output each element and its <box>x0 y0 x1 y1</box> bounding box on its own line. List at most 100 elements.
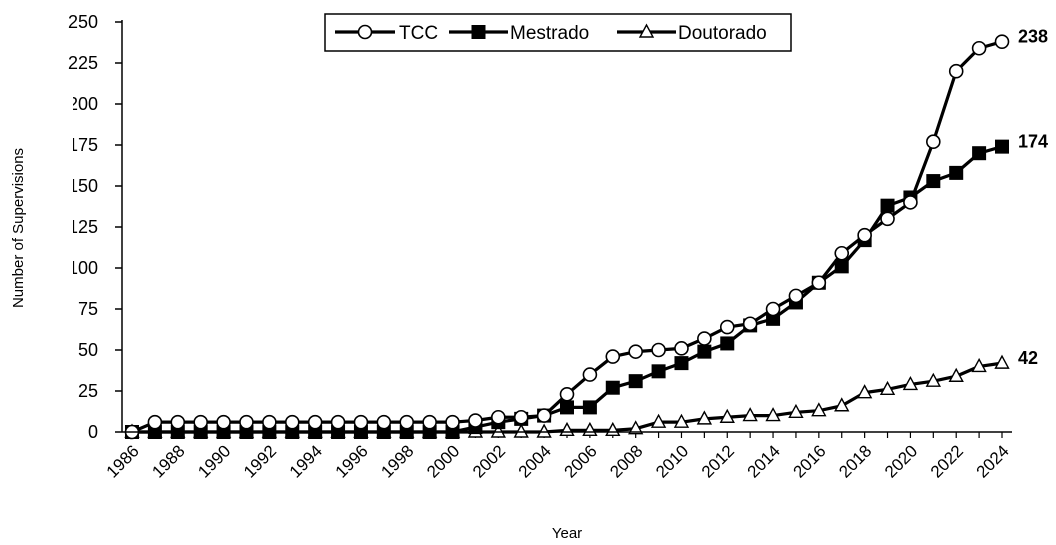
data-point-tcc <box>788 288 804 304</box>
data-point-tcc <box>513 409 529 425</box>
x-tick-label: 2016 <box>789 441 829 481</box>
tick-label-mask <box>52 335 73 365</box>
data-point-mestrado <box>560 400 574 415</box>
data-point-mestrado <box>972 146 987 161</box>
markers-layer <box>124 34 1010 440</box>
x-tick-label: 2014 <box>744 441 784 481</box>
series-points-tcc <box>124 34 1010 440</box>
data-point-tcc <box>811 275 827 291</box>
y-tick-label: 100 <box>68 258 98 278</box>
x-tick-label: 1998 <box>377 441 417 481</box>
y-tick-label: 250 <box>68 12 98 32</box>
data-point-doutorado <box>628 420 644 435</box>
y-tick-label: 225 <box>68 53 98 73</box>
legend-label-doutorado: Doutorado <box>678 23 767 44</box>
data-point-doutorado <box>971 357 987 373</box>
tick-label-mask <box>52 171 73 201</box>
data-point-tcc <box>216 414 231 430</box>
data-point-tcc <box>376 414 392 430</box>
legend-item-mestrado: Mestrado <box>449 23 589 44</box>
y-tick-label: 125 <box>68 217 98 237</box>
data-point-mestrado <box>834 259 849 274</box>
data-point-doutorado <box>650 413 667 428</box>
x-tick-label: 2012 <box>698 441 738 481</box>
x-tick-label: 2002 <box>469 441 509 481</box>
x-tick-label: 2022 <box>927 441 967 481</box>
data-point-tcc <box>491 409 506 425</box>
tick-label-mask <box>52 130 73 160</box>
legend-item-tcc: TCC <box>335 23 438 44</box>
data-point-doutorado <box>994 354 1010 369</box>
tick-label-mask <box>52 253 73 283</box>
data-point-doutorado <box>856 384 873 399</box>
data-point-tcc <box>834 245 850 261</box>
x-tick-label: 2010 <box>652 441 692 481</box>
data-point-mestrado <box>674 356 689 371</box>
data-point-tcc <box>353 414 369 430</box>
data-point-tcc <box>948 63 964 79</box>
x-axis-title: Year <box>552 525 582 542</box>
data-point-doutorado <box>696 410 713 425</box>
legend-marker-tcc <box>357 24 373 40</box>
data-point-tcc <box>536 408 552 423</box>
data-point-tcc <box>742 316 758 332</box>
legend-label-tcc: TCC <box>399 23 438 44</box>
end-label-doutorado: 42 <box>1018 348 1038 368</box>
end-label-mestrado: 174 <box>1018 132 1048 152</box>
data-point-tcc <box>399 414 415 430</box>
data-point-tcc <box>857 227 872 243</box>
data-point-doutorado <box>879 380 896 396</box>
data-point-mestrado <box>720 336 735 351</box>
data-point-doutorado <box>742 407 758 422</box>
x-tick-label: 1994 <box>286 441 326 481</box>
data-point-tcc <box>445 414 460 430</box>
data-point-tcc <box>605 349 621 364</box>
y-tick-label: 200 <box>68 94 98 114</box>
tick-label-mask <box>52 294 73 324</box>
x-tick-label: 2008 <box>606 441 646 481</box>
y-tick-label: 25 <box>78 381 98 401</box>
x-tick-label: 1988 <box>148 441 188 481</box>
data-point-tcc <box>994 34 1010 49</box>
x-tick-label: 1990 <box>194 441 234 481</box>
legend-label-mestrado: Mestrado <box>510 23 589 44</box>
data-point-tcc <box>307 414 323 430</box>
data-point-tcc <box>262 414 277 430</box>
x-tick-label: 2018 <box>835 441 875 481</box>
data-point-tcc <box>971 40 987 56</box>
data-point-tcc <box>239 414 254 430</box>
data-point-tcc <box>880 211 895 227</box>
x-tick-label: 2004 <box>515 441 555 481</box>
legend-item-doutorado: Doutorado <box>617 23 767 44</box>
data-point-doutorado <box>536 423 552 438</box>
data-point-tcc <box>903 195 918 210</box>
legend-marker-doutorado <box>638 23 655 38</box>
y-tick-label: 150 <box>68 176 98 196</box>
data-point-doutorado <box>811 402 827 417</box>
y-axis-ticks: 0 25 50 75 100 125 150 175 200 225 250 <box>68 12 122 442</box>
legend: TCC Mestrado Doutorado <box>324 13 792 52</box>
legend-box <box>324 13 792 52</box>
x-tick-label: 2000 <box>423 441 463 481</box>
data-point-mestrado <box>949 165 964 180</box>
data-point-tcc <box>193 414 208 430</box>
data-point-mestrado <box>880 198 895 213</box>
y-tick-label: 175 <box>68 135 98 155</box>
x-tick-label: 1992 <box>240 441 280 481</box>
y-axis-title: Number of Supervisions <box>10 148 27 308</box>
data-point-tcc <box>719 319 735 335</box>
data-point-tcc <box>468 413 483 428</box>
x-tick-label: 1986 <box>103 441 143 481</box>
data-point-doutorado <box>902 375 919 391</box>
tick-label-mask <box>52 212 73 242</box>
data-point-mestrado <box>697 344 712 359</box>
data-point-doutorado <box>765 407 781 422</box>
data-point-doutorado <box>834 397 850 412</box>
end-labels: 42 174 238 <box>1018 27 1048 368</box>
data-point-mestrado <box>628 374 643 389</box>
y-tick-label: 50 <box>78 340 98 360</box>
end-label-tcc: 238 <box>1018 27 1048 47</box>
data-point-doutorado <box>719 408 735 423</box>
data-point-mestrado <box>926 174 941 189</box>
